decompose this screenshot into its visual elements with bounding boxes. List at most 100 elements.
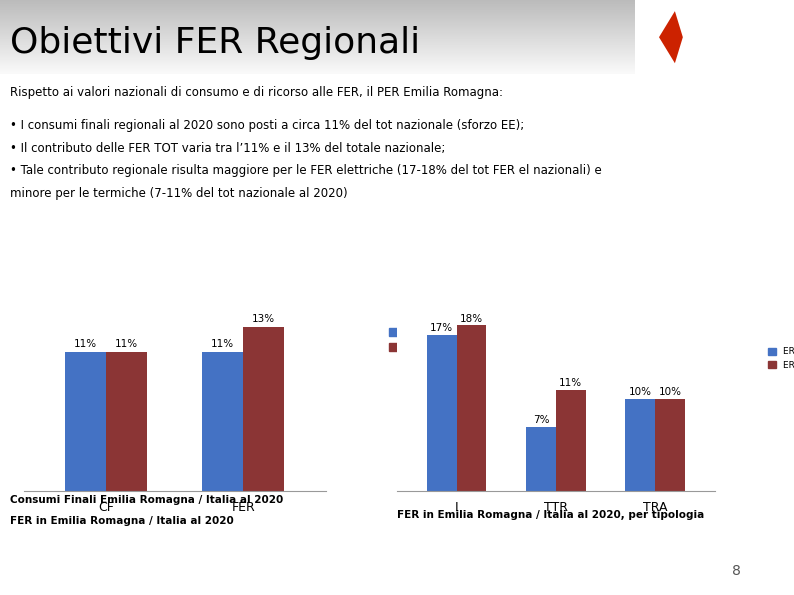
Bar xyxy=(0,15,635,16)
Bar xyxy=(0,38,635,39)
Bar xyxy=(0,32,635,33)
Bar xyxy=(0,59,635,60)
Text: FER in Emilia Romagna / Italia al 2020: FER in Emilia Romagna / Italia al 2020 xyxy=(10,516,234,525)
Bar xyxy=(0,47,635,48)
Text: 8: 8 xyxy=(732,564,741,578)
Bar xyxy=(0,6,635,7)
Bar xyxy=(0,30,635,31)
Bar xyxy=(0,37,635,38)
Bar xyxy=(0,42,635,43)
Bar xyxy=(0,2,635,3)
Bar xyxy=(0,39,635,40)
Bar xyxy=(0,51,635,52)
Bar xyxy=(0,11,635,12)
Text: FER in Emilia Romagna / Italia al 2020, per tipologia: FER in Emilia Romagna / Italia al 2020, … xyxy=(397,510,704,519)
Text: 11%: 11% xyxy=(211,339,234,349)
Bar xyxy=(0,35,635,36)
Bar xyxy=(0,12,635,13)
Bar xyxy=(0,5,635,6)
Bar xyxy=(0,33,635,34)
Bar xyxy=(0,14,635,15)
Bar xyxy=(0,72,635,73)
Bar xyxy=(0,41,635,42)
Bar xyxy=(0,65,635,66)
Text: 10%: 10% xyxy=(629,387,652,397)
Bar xyxy=(427,334,457,491)
Bar xyxy=(0,69,635,70)
Bar xyxy=(0,43,635,44)
Bar xyxy=(0,7,635,8)
Text: 10%: 10% xyxy=(658,387,681,397)
Bar xyxy=(0,9,635,10)
Bar xyxy=(0,60,635,61)
Bar xyxy=(0,23,635,24)
Legend: ER min, ER max: ER min, ER max xyxy=(385,324,447,356)
Bar xyxy=(0,64,635,65)
Bar xyxy=(0,26,635,27)
Text: 18%: 18% xyxy=(460,314,483,324)
Bar xyxy=(65,352,106,491)
Bar xyxy=(0,55,635,56)
Bar xyxy=(0,40,635,41)
Bar xyxy=(457,325,486,491)
Legend: ER min, ER max: ER min, ER max xyxy=(765,344,794,374)
Bar xyxy=(0,3,635,4)
Text: 13%: 13% xyxy=(252,314,276,324)
Bar xyxy=(0,19,635,20)
Bar xyxy=(0,57,635,58)
Text: • Il contributo delle FER TOT varia tra l’11% e il 13% del totale nazionale;: • Il contributo delle FER TOT varia tra … xyxy=(10,142,445,155)
Bar xyxy=(0,70,635,71)
Bar xyxy=(0,13,635,14)
Bar xyxy=(0,66,635,67)
Bar xyxy=(0,53,635,54)
Text: ENEA: ENEA xyxy=(709,13,758,32)
Bar xyxy=(626,399,655,491)
Bar xyxy=(0,61,635,62)
Text: AGENZIA NAZIONALE
PER LE NUOVE TECNOLOGIE, L'ENERGIA
E LO SVILUPPO ECONOMICO SOS: AGENZIA NAZIONALE PER LE NUOVE TECNOLOGI… xyxy=(693,39,774,54)
Bar xyxy=(0,18,635,19)
Text: • I consumi finali regionali al 2020 sono posti a circa 11% del tot nazionale (s: • I consumi finali regionali al 2020 son… xyxy=(10,119,525,132)
Bar xyxy=(0,68,635,69)
Bar xyxy=(0,29,635,30)
Bar xyxy=(0,25,635,26)
Text: 7%: 7% xyxy=(533,415,549,425)
Bar xyxy=(556,390,585,491)
Bar xyxy=(0,73,635,74)
Text: 17%: 17% xyxy=(430,322,453,333)
Bar xyxy=(0,44,635,45)
Bar xyxy=(0,17,635,18)
Bar xyxy=(0,34,635,35)
Bar xyxy=(0,50,635,51)
Bar xyxy=(0,67,635,68)
Bar xyxy=(0,52,635,53)
Bar xyxy=(0,49,635,50)
Bar xyxy=(0,36,635,37)
Bar xyxy=(0,24,635,25)
Bar xyxy=(243,327,284,491)
Bar xyxy=(202,352,243,491)
Bar xyxy=(0,22,635,23)
Text: Obiettivi FER Regionali: Obiettivi FER Regionali xyxy=(10,26,420,60)
Text: 11%: 11% xyxy=(74,339,97,349)
Bar xyxy=(0,45,635,46)
Bar xyxy=(0,10,635,11)
Bar xyxy=(0,21,635,22)
Bar xyxy=(0,56,635,57)
Text: minore per le termiche (7-11% del tot nazionale al 2020): minore per le termiche (7-11% del tot na… xyxy=(10,187,348,200)
Bar xyxy=(0,20,635,21)
Text: Rispetto ai valori nazionali di consumo e di ricorso alle FER, il PER Emilia Rom: Rispetto ai valori nazionali di consumo … xyxy=(10,86,503,99)
Text: • Tale contributo regionale risulta maggiore per le FER elettriche (17-18% del t: • Tale contributo regionale risulta magg… xyxy=(10,164,602,177)
Bar xyxy=(0,28,635,29)
Bar xyxy=(106,352,147,491)
Polygon shape xyxy=(659,11,683,63)
Bar xyxy=(526,427,556,491)
Bar xyxy=(0,63,635,64)
Bar xyxy=(0,27,635,28)
Bar xyxy=(0,8,635,9)
Bar xyxy=(0,48,635,49)
Bar xyxy=(0,71,635,72)
Bar xyxy=(0,54,635,55)
Text: Consumi Finali Emilia Romagna / Italia al 2020: Consumi Finali Emilia Romagna / Italia a… xyxy=(10,495,283,505)
Bar xyxy=(0,62,635,63)
Text: 11%: 11% xyxy=(559,378,582,388)
